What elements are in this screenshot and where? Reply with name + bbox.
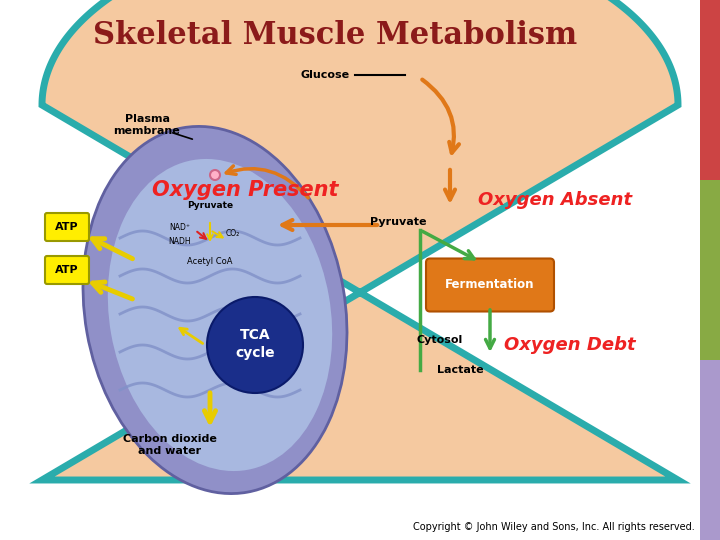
FancyArrowPatch shape: [226, 166, 308, 198]
Text: NAD⁺: NAD⁺: [169, 222, 191, 232]
Ellipse shape: [108, 159, 332, 471]
FancyArrowPatch shape: [422, 79, 459, 153]
Text: Lactate: Lactate: [437, 365, 483, 375]
Text: Pyruvate: Pyruvate: [370, 217, 426, 227]
FancyArrowPatch shape: [180, 328, 203, 343]
Text: Oxygen Absent: Oxygen Absent: [478, 191, 632, 209]
FancyArrowPatch shape: [197, 232, 206, 239]
Text: TCA: TCA: [240, 328, 270, 342]
Polygon shape: [42, 0, 678, 480]
Text: Glucose: Glucose: [301, 70, 350, 80]
Bar: [700, 180, 720, 360]
FancyArrowPatch shape: [445, 170, 455, 200]
FancyArrowPatch shape: [207, 223, 213, 240]
Text: ATP: ATP: [55, 265, 78, 275]
Text: Copyright © John Wiley and Sons, Inc. All rights reserved.: Copyright © John Wiley and Sons, Inc. Al…: [413, 522, 695, 532]
FancyArrowPatch shape: [93, 282, 132, 299]
FancyArrowPatch shape: [204, 393, 215, 422]
Text: ATP: ATP: [55, 222, 78, 232]
Text: cycle: cycle: [235, 346, 275, 360]
Text: Carbon dioxide
and water: Carbon dioxide and water: [123, 434, 217, 456]
Text: Plasma
membrane: Plasma membrane: [114, 114, 181, 136]
Text: Cytosol: Cytosol: [417, 335, 463, 345]
Bar: [700, 360, 720, 540]
FancyArrowPatch shape: [212, 232, 222, 238]
FancyArrowPatch shape: [485, 310, 495, 348]
Text: Skeletal Muscle Metabolism: Skeletal Muscle Metabolism: [93, 19, 577, 51]
Bar: [700, 0, 720, 180]
FancyBboxPatch shape: [426, 259, 554, 312]
FancyBboxPatch shape: [45, 256, 89, 284]
Text: Pyruvate: Pyruvate: [187, 200, 233, 210]
FancyArrowPatch shape: [282, 220, 377, 230]
Circle shape: [207, 297, 303, 393]
Text: Acetyl CoA: Acetyl CoA: [187, 258, 233, 267]
Text: NADH: NADH: [168, 238, 192, 246]
Text: CO₂: CO₂: [226, 230, 240, 239]
Circle shape: [210, 170, 220, 180]
FancyArrowPatch shape: [423, 231, 474, 259]
Text: Oxygen Debt: Oxygen Debt: [504, 336, 636, 354]
FancyBboxPatch shape: [45, 213, 89, 241]
Text: Fermentation: Fermentation: [445, 279, 535, 292]
FancyArrowPatch shape: [92, 239, 132, 259]
Ellipse shape: [83, 126, 347, 494]
Text: Oxygen Present: Oxygen Present: [152, 180, 338, 200]
